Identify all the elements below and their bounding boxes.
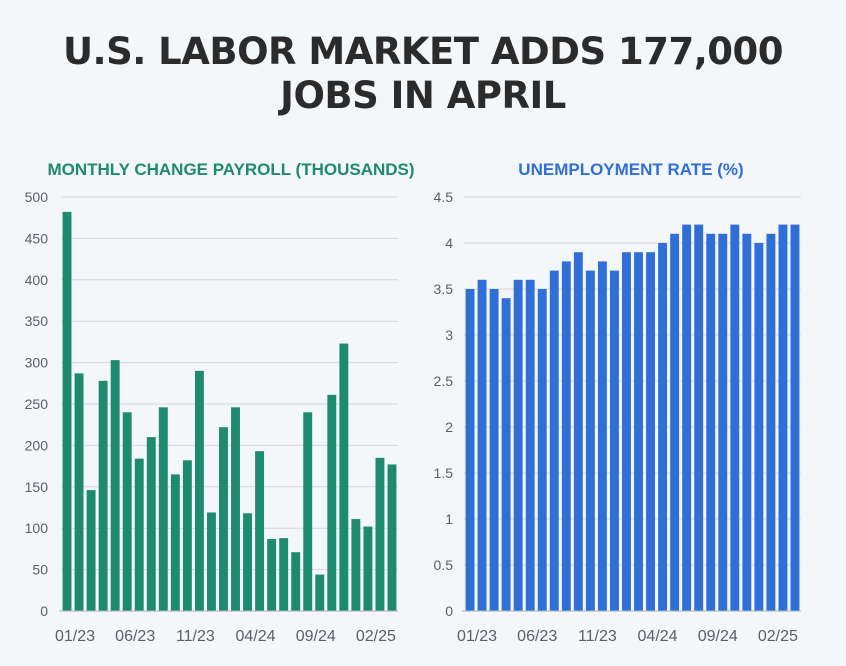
payroll-bar: [219, 427, 228, 611]
payroll-bar: [146, 437, 156, 611]
unemployment-x-tick-label: 09/24: [698, 628, 738, 645]
payroll-bar: [206, 512, 216, 611]
unemployment-bar: [597, 261, 607, 611]
payroll-bar: [363, 526, 373, 611]
unemployment-y-tick-label: 1.5: [434, 465, 454, 481]
unemployment-x-tick-label: 01/23: [457, 628, 497, 645]
payroll-y-tick-label: 500: [25, 189, 49, 205]
payroll-bar: [279, 538, 289, 611]
payroll-bar: [158, 407, 168, 611]
payroll-x-tick-label: 04/24: [236, 628, 276, 645]
payroll-x-tick-label: 06/23: [115, 628, 155, 645]
payroll-y-tick-label: 450: [25, 230, 49, 246]
payroll-bar: [98, 380, 108, 611]
unemployment-y-tick-label: 3: [445, 327, 453, 343]
headline: U.S. LABOR MARKET ADDS 177,000 JOBS IN A…: [0, 30, 846, 118]
unemployment-y-tick-label: 2.5: [434, 373, 454, 389]
unemployment-bar: [489, 289, 499, 611]
unemployment-bar: [513, 279, 523, 611]
unemployment-y-tick-label: 3.5: [434, 281, 454, 297]
unemployment-x-tick-label: 06/23: [517, 628, 557, 645]
payroll-bar: [194, 370, 204, 611]
payroll-bar: [375, 457, 385, 611]
unemployment-bar: [646, 252, 656, 611]
payroll-bar: [134, 458, 144, 611]
unemployment-bar: [525, 279, 535, 611]
unemployment-bar: [718, 233, 728, 612]
unemployment-y-tick-label: 0.5: [434, 557, 454, 573]
unemployment-bar: [609, 270, 619, 611]
unemployment-bar: [658, 243, 668, 611]
payroll-bar: [351, 519, 361, 611]
unemployment-x-tick-label: 04/24: [638, 628, 678, 645]
unemployment-bar: [561, 261, 571, 611]
unemployment-y-tick-label: 2: [445, 419, 453, 435]
unemployment-y-tick-label: 1: [445, 511, 453, 527]
headline-line-1: U.S. LABOR MARKET ADDS 177,000: [62, 30, 784, 73]
payroll-bar: [243, 513, 253, 611]
payroll-y-tick-label: 0: [40, 603, 48, 619]
payroll-bar: [231, 407, 240, 611]
payroll-bar: [74, 373, 84, 611]
unemployment-bar: [477, 279, 487, 611]
unemployment-bar: [670, 233, 680, 612]
payroll-chart: 0 50 100 150 200 250 300 350 400 450 500 01/23 06/23…: [25, 189, 398, 645]
payroll-bar: [291, 552, 301, 611]
payroll-bar: [267, 538, 277, 611]
unemployment-y-tick-label: 4.5: [434, 189, 454, 205]
payroll-y-tick-label: 250: [25, 396, 49, 412]
payroll-bar: [62, 211, 72, 611]
unemployment-bar: [754, 243, 764, 611]
payroll-bar: [255, 451, 265, 611]
payroll-y-tick-label: 50: [32, 562, 48, 578]
unemployment-bar: [501, 298, 511, 611]
payroll-bar: [86, 490, 96, 611]
payroll-bar: [339, 343, 349, 611]
unemployment-bar: [573, 252, 583, 611]
unemployment-x-tick-label: 11/23: [578, 628, 617, 645]
payroll-bar: [387, 464, 397, 611]
unemployment-y-tick-label: 0: [445, 603, 453, 619]
unemployment-chart-title: UNEMPLOYMENT RATE (%): [518, 160, 744, 179]
unemployment-bar: [682, 224, 692, 611]
payroll-bar: [315, 574, 325, 611]
payroll-bar: [170, 474, 180, 611]
payroll-bar: [182, 460, 192, 611]
unemployment-x-tick-label: 02/25: [758, 628, 798, 645]
payroll-chart-title: MONTHLY CHANGE PAYROLL (THOUSANDS): [47, 160, 415, 179]
unemployment-bar: [537, 289, 547, 611]
payroll-y-tick-label: 200: [25, 437, 49, 453]
payroll-x-tick-label: 11/23: [176, 628, 215, 645]
unemployment-y-tick-label: 4: [445, 235, 453, 251]
unemployment-bar: [465, 289, 475, 611]
payroll-x-tick-label: 01/23: [55, 628, 95, 645]
payroll-bar: [303, 412, 313, 611]
payroll-y-tick-label: 300: [25, 355, 49, 371]
headline-line-2: JOBS IN APRIL: [280, 74, 566, 117]
unemployment-bar: [790, 224, 800, 611]
unemployment-bar: [778, 224, 788, 611]
payroll-bar: [327, 394, 337, 611]
payroll-y-tick-label: 150: [25, 479, 49, 495]
payroll-y-tick-label: 400: [25, 272, 49, 288]
unemployment-bar: [730, 224, 740, 611]
payroll-y-tick-label: 100: [25, 520, 49, 536]
unemployment-bar: [706, 233, 716, 612]
payroll-bar: [110, 360, 120, 611]
unemployment-bar: [742, 233, 752, 612]
payroll-y-tick-label: 350: [25, 313, 49, 329]
unemployment-bar: [622, 252, 631, 611]
payroll-x-tick-label: 09/24: [296, 628, 336, 645]
unemployment-bar: [549, 270, 559, 611]
unemployment-chart: 0 0.5 1 1.5 2 2.5 3 3.5 4 4.5 01/23 06/23 11/23 04/24…: [434, 189, 801, 645]
unemployment-bar: [694, 224, 704, 611]
payroll-x-tick-label: 02/25: [356, 628, 396, 645]
unemployment-bar: [766, 233, 776, 612]
unemployment-bar: [634, 252, 643, 611]
payroll-bar: [122, 412, 132, 611]
unemployment-bar: [585, 270, 595, 611]
